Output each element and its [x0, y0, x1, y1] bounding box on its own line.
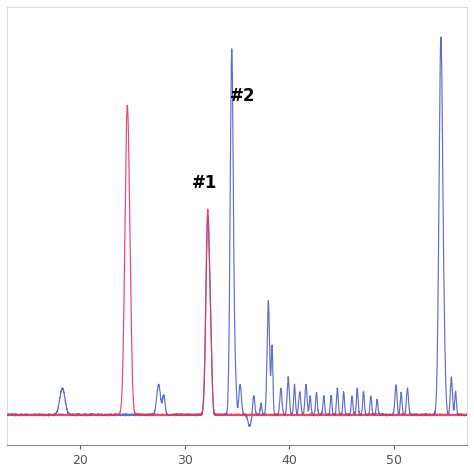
Text: #2: #2	[230, 87, 255, 105]
Text: #1: #1	[192, 174, 218, 192]
